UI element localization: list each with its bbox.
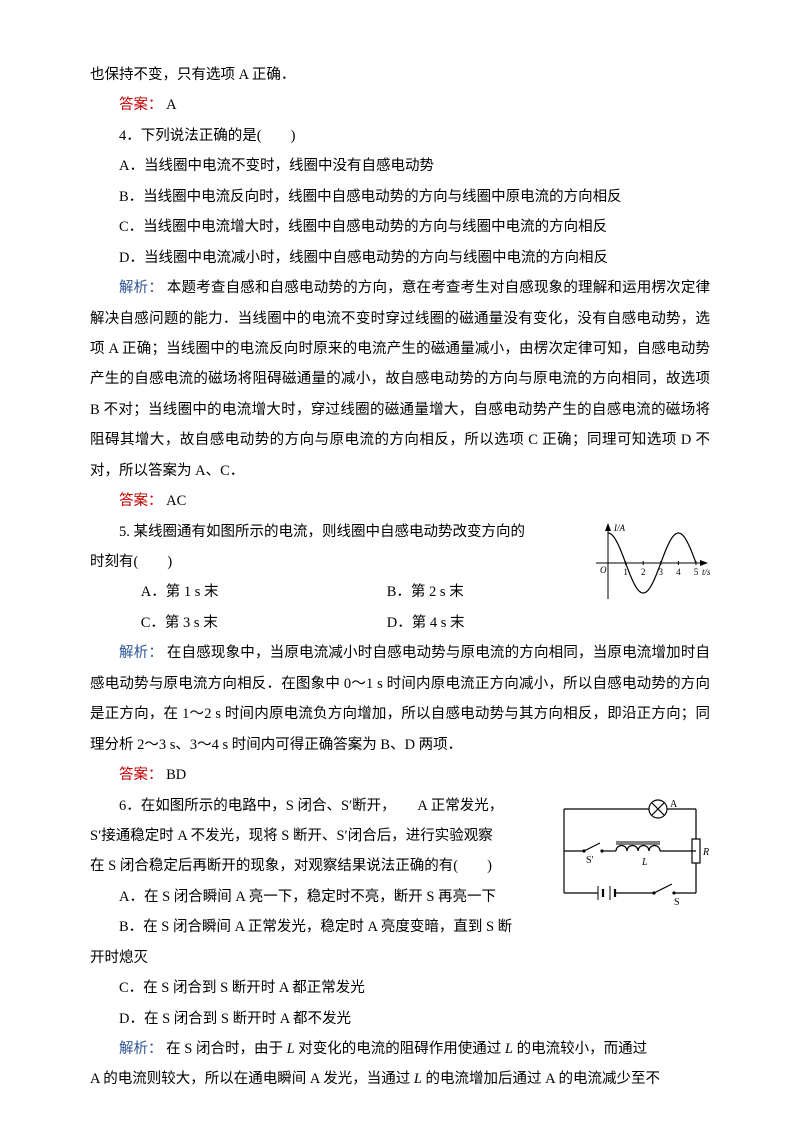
answer-line-4: 答案： AC: [90, 486, 710, 516]
q6-jiexi-c: 的电流较小，而通过: [513, 1041, 647, 1057]
q4-option-b: B．当线圈中电流反向时，线圈中自感电动势的方向与线圈中原电流的方向相反: [90, 182, 710, 212]
q6-jiexi-line2: A 的电流则较大，所以在通电瞬间 A 发光，当通过 L 的电流增加后通过 A 的…: [90, 1064, 710, 1094]
svg-text:R: R: [702, 847, 709, 858]
q6-jiexi-a: 在 S 闭合时，由于: [163, 1041, 287, 1057]
svg-text:S: S: [674, 897, 680, 908]
q5-option-a: A．第 1 s 末: [90, 577, 336, 607]
q5-option-d: D．第 4 s 末: [336, 608, 582, 638]
continuation-text: 也保持不变，只有选项 A 正确．: [90, 60, 710, 90]
svg-text:t/s: t/s: [702, 567, 710, 577]
q4-option-c: C．当线圈中电流增大时，线圈中自感电动势的方向与线圈中电流的方向相反: [90, 212, 710, 242]
q4-option-d: D．当线圈中电流减小时，线圈中自感电动势的方向与线圈中电流的方向相反: [90, 243, 710, 273]
svg-text:4: 4: [676, 567, 681, 577]
jiexi-label: 解析：: [119, 1041, 163, 1057]
svg-text:I/A: I/A: [613, 523, 625, 533]
q6-jiexi: 解析： 在 S 闭合时，由于 L 对变化的电流的阻碍作用使通过 L 的电流较小，…: [90, 1034, 710, 1064]
answer-label: 答案：: [119, 767, 163, 783]
answer-value: A: [163, 97, 177, 113]
q5-jiexi-text: 在自感现象中，当原电流减小时自感电动势与原电流的方向相同，当原电流增加时自感电动…: [90, 645, 710, 752]
circuit-diagram-icon: A R S′ L S: [550, 795, 710, 915]
q4-jiexi-text: 本题考查自感和自感电动势的方向，意在考查考生对自感现象的理解和运用楞次定律解决自…: [90, 280, 710, 479]
q6-option-c: C．在 S 闭合到 S 断开时 A 都正常发光: [90, 973, 710, 1003]
q5-options-row2: C．第 3 s 末 D．第 4 s 末: [90, 608, 582, 638]
italic-L: L: [505, 1041, 513, 1057]
q6-jiexi-b: 对变化的电流的阻碍作用使通过: [295, 1041, 505, 1057]
answer-label: 答案：: [119, 493, 163, 509]
q5-options-row1: A．第 1 s 末 B．第 2 s 末: [90, 577, 582, 607]
q4-jiexi: 解析： 本题考查自感和自感电动势的方向，意在考查考生对自感现象的理解和运用楞次定…: [90, 273, 710, 486]
italic-L: L: [287, 1041, 295, 1057]
q6-jiexi-d: A 的电流则较大，所以在通电瞬间 A 发光，当通过: [90, 1071, 414, 1087]
q6-jiexi-e: 的电流增加后通过 A 的电流减少至不: [422, 1071, 660, 1087]
answer-line-1: 答案： A: [90, 90, 710, 120]
q6-option-d: D．在 S 闭合到 S 断开时 A 都不发光: [90, 1004, 710, 1034]
answer-line-5: 答案： BD: [90, 760, 710, 790]
svg-text:S′: S′: [586, 855, 594, 866]
q4-option-a: A．当线圈中电流不变时，线圈中没有自感电动势: [90, 151, 710, 181]
q4-stem: 4．下列说法正确的是( ): [90, 121, 710, 151]
svg-text:A: A: [670, 799, 678, 810]
italic-L: L: [414, 1071, 422, 1087]
answer-value: AC: [163, 493, 187, 509]
answer-label: 答案：: [119, 97, 163, 113]
sine-chart-icon: 12345t/sI/AO: [592, 521, 710, 605]
svg-text:5: 5: [694, 567, 699, 577]
svg-text:O: O: [600, 565, 607, 575]
q5-option-c: C．第 3 s 末: [90, 608, 336, 638]
answer-value: BD: [163, 767, 187, 783]
svg-text:2: 2: [641, 567, 646, 577]
svg-text:L: L: [641, 857, 648, 868]
q5-option-b: B．第 2 s 末: [336, 577, 582, 607]
sine-figure: 12345t/sI/AO: [592, 521, 710, 610]
jiexi-label: 解析：: [119, 645, 163, 661]
jiexi-label: 解析：: [119, 280, 163, 296]
q6-option-b2: 开时熄灭: [90, 943, 710, 973]
circuit-figure: A R S′ L S: [550, 795, 710, 920]
q5-jiexi: 解析： 在自感现象中，当原电流减小时自感电动势与原电流的方向相同，当原电流增加时…: [90, 638, 710, 760]
